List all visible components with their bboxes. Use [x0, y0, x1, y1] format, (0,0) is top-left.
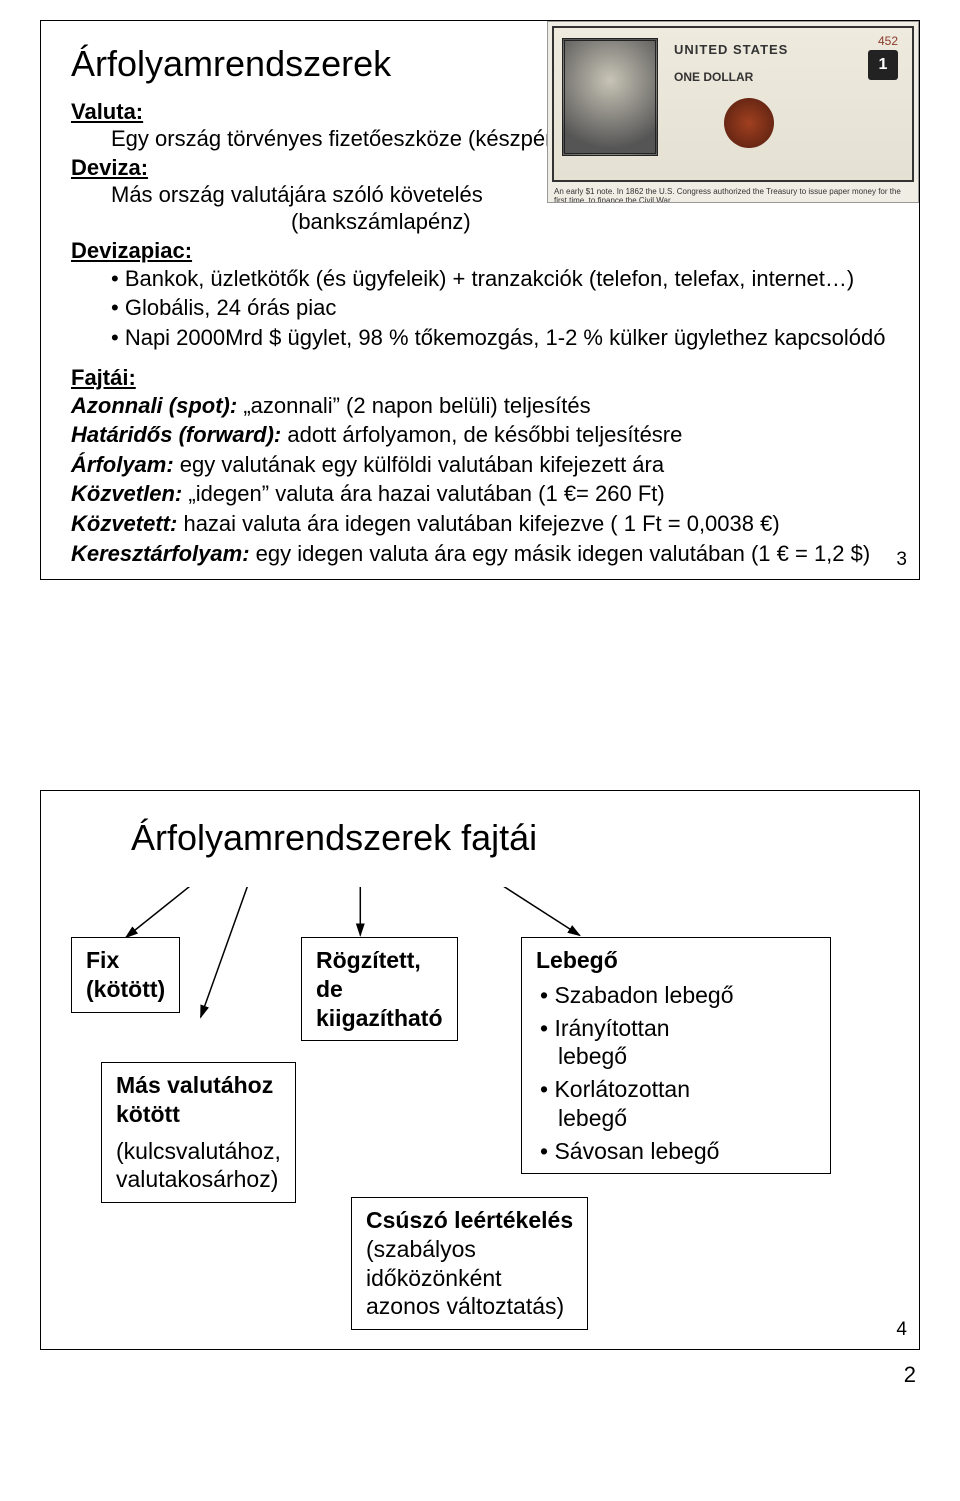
node-rog-l3: kiigazítható	[316, 1005, 443, 1031]
node-fix-l2: (kötött)	[86, 976, 165, 1002]
node-mas-l1: Más valutához	[116, 1072, 273, 1098]
fajtai-p6: Keresztárfolyam: egy idegen valuta ára e…	[71, 540, 889, 569]
node-rog-l1: Rögzített,	[316, 947, 421, 973]
node-rog-l2: de	[316, 976, 343, 1002]
devizapiac-b3: Napi 2000Mrd $ ügylet, 98 % tőkemozgás, …	[111, 323, 889, 353]
banknote-image: 452 1 UNITED STATES ONE DOLLAR An early …	[547, 21, 919, 203]
slide-1: 452 1 UNITED STATES ONE DOLLAR An early …	[40, 20, 920, 580]
node-lebego: Lebegő Szabadon lebegő Irányítottan lebe…	[521, 937, 831, 1174]
devizapiac-heading: Devizapiac:	[71, 238, 889, 264]
banknote-denom: ONE DOLLAR	[674, 70, 753, 84]
banknote-serial: 452	[878, 34, 898, 48]
devizapiac-b1: Bankok, üzletkötők (és ügyfeleik) + tran…	[111, 264, 889, 294]
fajtai-p3: Árfolyam: egy valutának egy külföldi val…	[71, 451, 889, 480]
slide2-title: Árfolyamrendszerek fajtái	[131, 817, 889, 859]
banknote-seal	[724, 98, 774, 148]
node-csu-l4: azonos változtatás)	[366, 1293, 564, 1319]
node-mas-l3: (kulcsvalutához,	[116, 1138, 281, 1164]
page: 452 1 UNITED STATES ONE DOLLAR An early …	[0, 0, 960, 1400]
fajtai-p3-label: Árfolyam:	[71, 452, 174, 477]
fajtai-p5: Közvetett: hazai valuta ára idegen valut…	[71, 510, 889, 539]
slide1-number: 3	[896, 549, 907, 571]
devizapiac-b2: Globális, 24 órás piac	[111, 293, 889, 323]
fajtai-p6-label: Keresztárfolyam:	[71, 541, 250, 566]
fajtai-p1-text: „azonnali” (2 napon belüli) teljesítés	[237, 393, 590, 418]
node-csu-l3: időközönként	[366, 1265, 502, 1291]
fajtai-p4-text: „idegen” valuta ára hazai valutában (1 €…	[182, 481, 664, 506]
node-csu-l2: (szabályos	[366, 1236, 476, 1262]
fajtai-p6-text: egy idegen valuta ára egy másik idegen v…	[250, 541, 871, 566]
fajtai-p3-text: egy valutának egy külföldi valutában kif…	[174, 452, 664, 477]
fajtai-p4: Közvetlen: „idegen” valuta ára hazai val…	[71, 480, 889, 509]
slide-2: Árfolyamrendszerek fajtái Fix (kötött)	[40, 790, 920, 1350]
node-csu-l1: Csúszó leértékelés	[366, 1207, 573, 1233]
fajtai-p1-label: Azonnali (spot):	[71, 393, 237, 418]
page-number: 2	[904, 1362, 916, 1388]
node-leb-b4: Sávosan lebegő	[540, 1137, 816, 1166]
deviza-text2: (bankszámlapénz)	[291, 208, 889, 236]
fajtai-p4-label: Közvetlen:	[71, 481, 182, 506]
fajtai-p5-label: Közvetett:	[71, 511, 177, 536]
banknote-portrait	[562, 38, 658, 156]
slide2-number: 4	[896, 1319, 907, 1341]
node-leb-b3b: lebegő	[558, 1104, 816, 1133]
node-mas-l4: valutakosárhoz)	[116, 1166, 278, 1192]
node-fix: Fix (kötött)	[71, 937, 180, 1013]
node-leb-b3a: Korlátozottan	[540, 1075, 816, 1104]
fajtai-p1: Azonnali (spot): „azonnali” (2 napon bel…	[71, 392, 889, 421]
node-leb-b2a: Irányítottan	[540, 1014, 816, 1043]
banknote-country: UNITED STATES	[674, 42, 788, 57]
node-leb-b2b: lebegő	[558, 1042, 816, 1071]
fajtai-p2-text: adott árfolyamon, de későbbi teljesítésr…	[281, 422, 682, 447]
banknote-caption: An early $1 note. In 1862 the U.S. Congr…	[548, 186, 918, 203]
fajtai-p5-text: hazai valuta ára idegen valutában kifeje…	[177, 511, 779, 536]
node-leb-title: Lebegő	[536, 947, 618, 973]
node-leb-b1: Szabadon lebegő	[540, 981, 816, 1010]
fajtai-p2: Határidős (forward): adott árfolyamon, d…	[71, 421, 889, 450]
fajtai-heading: Fajtái:	[71, 365, 889, 391]
banknote-inner: 452 1 UNITED STATES ONE DOLLAR	[552, 26, 914, 182]
node-fix-l1: Fix	[86, 947, 119, 973]
node-mas-l2: kötött	[116, 1101, 180, 1127]
node-rogzitett: Rögzített, de kiigazítható	[301, 937, 458, 1041]
banknote-denom-number: 1	[868, 50, 898, 80]
node-mas-valutahoz: Más valutához kötött (kulcsvalutához, va…	[101, 1062, 296, 1203]
node-csuszo: Csúszó leértékelés (szabályos időközönké…	[351, 1197, 588, 1330]
fajtai-p2-label: Határidős (forward):	[71, 422, 281, 447]
diagram-container: Fix (kötött) Rögzített, de kiigazítható …	[71, 887, 889, 1327]
